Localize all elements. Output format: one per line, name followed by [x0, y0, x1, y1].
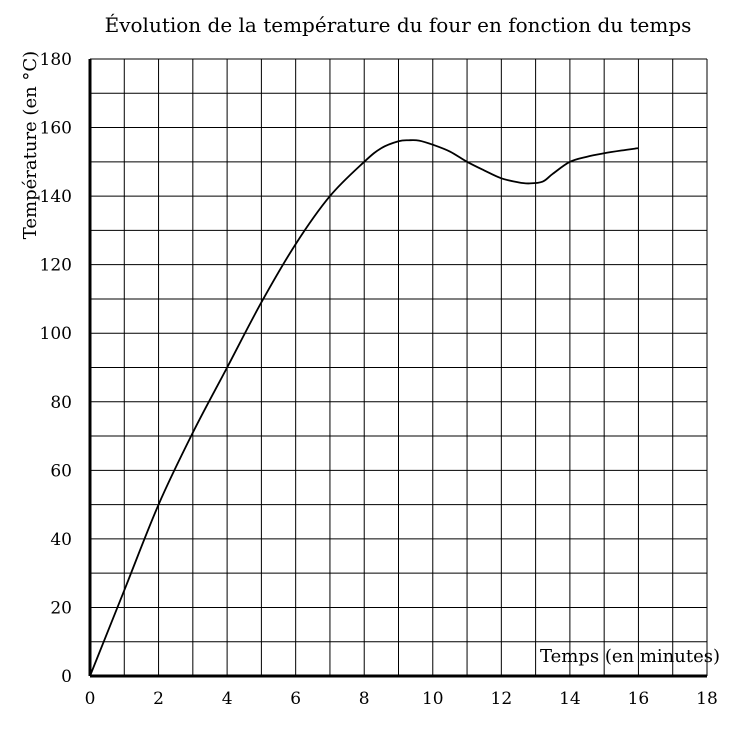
x-axis-label: Temps (en minutes) — [540, 646, 720, 667]
x-tick-label: 12 — [491, 689, 513, 709]
y-tick-label: 100 — [40, 324, 72, 344]
x-tick-labels: 0 2 4 6 8 10 12 14 16 18 — [85, 689, 718, 709]
x-tick-label: 8 — [359, 689, 370, 709]
y-tick-label: 80 — [50, 393, 72, 413]
x-tick-label: 18 — [696, 689, 718, 709]
y-tick-label: 140 — [40, 187, 72, 207]
y-tick-label: 20 — [50, 598, 72, 618]
temperature-series-line — [89, 139, 639, 677]
y-tick-label: 160 — [40, 119, 72, 139]
x-tick-label: 4 — [222, 689, 233, 709]
x-tick-label: 2 — [153, 689, 164, 709]
x-tick-label: 6 — [290, 689, 301, 709]
y-tick-label: 60 — [50, 461, 72, 481]
x-tick-label: 0 — [85, 689, 96, 709]
y-tick-label: 120 — [40, 256, 72, 276]
x-tick-label: 10 — [422, 689, 444, 709]
x-tick-label: 16 — [628, 689, 650, 709]
y-tick-label: 0 — [61, 667, 72, 687]
x-tick-label: 14 — [559, 689, 581, 709]
y-axis-label: Température (en °C) — [20, 51, 41, 239]
y-tick-label: 40 — [50, 530, 72, 550]
y-tick-label: 180 — [40, 50, 72, 70]
axes — [88, 59, 707, 678]
chart-title: Évolution de la température du four en f… — [105, 13, 692, 37]
y-tick-labels: 0 20 40 60 80 100 120 140 160 180 — [40, 50, 72, 687]
